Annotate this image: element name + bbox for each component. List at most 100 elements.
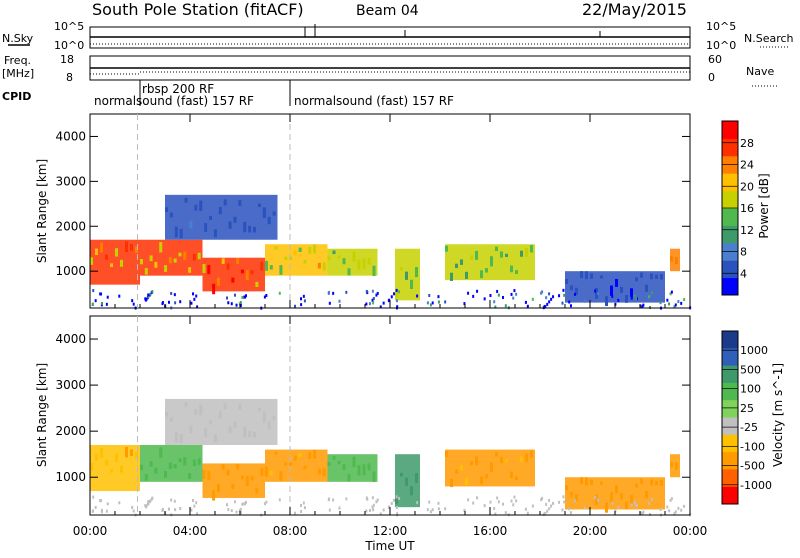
velocity-echo-cell	[265, 466, 268, 477]
power-echo-cell	[600, 275, 603, 279]
power-speckle	[239, 303, 242, 307]
xtick-label: 08:00	[273, 524, 308, 538]
power-echo-cell	[570, 285, 573, 291]
velocity-echo-cell	[189, 425, 193, 434]
velocity-speckle	[541, 496, 544, 500]
power-speckle	[94, 299, 97, 303]
velocity-speckle	[677, 506, 680, 510]
power-echo-cell	[352, 251, 356, 262]
power-speckle	[190, 301, 193, 305]
velocity-colorbar-segment	[722, 382, 738, 401]
power-echo-cell	[140, 259, 143, 265]
velocity-speckle	[371, 505, 374, 509]
power-echo-cell	[248, 225, 252, 233]
velocity-colorbar-segment	[722, 486, 738, 505]
power-speckle	[437, 295, 440, 299]
power-echo-cell	[337, 255, 341, 259]
velocity-speckle	[584, 506, 587, 510]
power-speckle	[429, 303, 432, 307]
velocity-speckle	[416, 501, 419, 505]
velocity-colorbar-tick-label: -500	[740, 460, 765, 473]
velocity-speckle	[673, 512, 676, 516]
velocity-echo-cell	[475, 456, 478, 466]
nsearch-label: N.Search	[744, 32, 794, 45]
power-echo-cell	[347, 268, 351, 276]
power-echo-cell	[250, 270, 254, 275]
velocity-echo-cell	[600, 481, 603, 485]
power-echo-cell	[165, 207, 168, 213]
velocity-echo-cell	[267, 421, 271, 429]
power-speckle	[597, 292, 600, 296]
velocity-echo-cell	[120, 465, 123, 473]
power-speckle	[196, 305, 199, 309]
velocity-speckle	[195, 501, 198, 505]
power-speckle	[630, 296, 633, 300]
velocity-echo-cell	[308, 452, 312, 460]
power-echo-cell	[480, 270, 483, 279]
power-echo-cell	[260, 261, 264, 271]
power-speckle	[147, 295, 150, 299]
velocity-echo-region-4	[265, 449, 328, 482]
power-speckle	[526, 304, 529, 308]
power-echo-cell	[400, 266, 403, 271]
power-echo-cell	[120, 259, 123, 267]
velocity-speckle	[483, 504, 486, 508]
velocity-echo-cell	[585, 477, 588, 486]
power-panel: 1000 2000 3000 4000 Slant Range [km]	[35, 113, 692, 310]
power-speckle	[239, 301, 242, 305]
velocity-echo-cell	[520, 456, 523, 463]
power-speckle	[174, 301, 177, 305]
power-speckle	[673, 305, 676, 309]
xtick-label: 20:00	[573, 524, 608, 538]
power-speckle	[151, 290, 154, 294]
power-speckle	[299, 297, 302, 301]
power-speckle	[303, 299, 306, 303]
power-speckle	[105, 302, 108, 306]
power-echo-cell	[115, 248, 118, 257]
power-speckle	[493, 300, 496, 304]
velocity-echo-cell	[140, 464, 143, 471]
power-colorbar-tick-label: 20	[740, 180, 754, 193]
velocity-echo-cell	[675, 462, 678, 470]
power-ytick-label: 4000	[55, 129, 86, 143]
power-echo-cell	[144, 268, 148, 275]
velocity-speckle	[144, 504, 147, 508]
power-echo-cell	[159, 242, 163, 253]
power-echo-cell	[226, 263, 230, 270]
power-speckle	[376, 291, 379, 295]
nsearch-ytick-top: 10^5	[706, 20, 736, 33]
velocity-speckle	[190, 508, 193, 512]
velocity-echo-cell	[184, 402, 188, 407]
power-echo-cell	[197, 252, 201, 260]
velocity-speckle	[648, 501, 651, 505]
velocity-echo-cell	[197, 458, 201, 465]
power-echo-cell	[303, 259, 307, 264]
power-speckle	[548, 300, 551, 304]
power-echo-cell	[520, 250, 523, 257]
velocity-speckle	[617, 505, 620, 509]
power-speckle	[365, 289, 368, 293]
xtick-label: 12:00	[373, 524, 408, 538]
velocity-speckle	[379, 512, 382, 516]
power-speckle	[543, 304, 546, 308]
power-speckle	[531, 297, 534, 301]
power-ylabel: Slant Range [km]	[35, 159, 49, 263]
power-colorbar-tick-label: 24	[740, 159, 754, 172]
velocity-colorbar-segment	[722, 348, 738, 367]
velocity-echo-cell	[221, 464, 225, 470]
power-speckle	[263, 295, 266, 299]
power-echo-cell	[485, 268, 488, 273]
power-speckle	[99, 292, 102, 296]
velocity-speckle	[230, 509, 233, 513]
velocity-speckle	[239, 507, 242, 511]
power-speckle	[332, 291, 335, 295]
power-speckle	[677, 300, 680, 304]
power-echo-cell	[209, 215, 213, 220]
velocity-colorbar-segment	[722, 434, 738, 453]
power-colorbar-segment	[722, 277, 738, 296]
power-echo-cell	[289, 256, 293, 261]
velocity-speckle	[147, 500, 150, 504]
velocity-speckle	[548, 507, 551, 511]
velocity-echo-cell	[260, 467, 264, 477]
velocity-speckle	[561, 508, 564, 512]
